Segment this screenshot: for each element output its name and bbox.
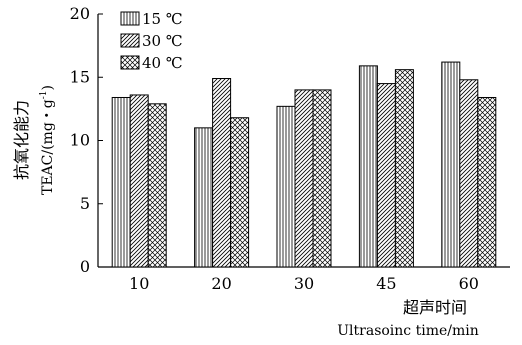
legend-swatch [120,33,140,48]
legend-label: 30 ℃ [142,32,183,50]
bar [394,69,414,268]
x-axis-label-chinese: 超声时间 [403,298,467,317]
legend-label: 40 ℃ [142,54,183,72]
bar [129,94,149,268]
y-tick-label: 15 [70,67,90,86]
bar [230,117,250,268]
y-tick-label: 10 [70,131,90,150]
bar [212,78,232,268]
x-ticks: 10 20 30 45 60 [129,274,479,293]
legend: 15 ℃ 30 ℃ 40 ℃ [120,10,183,72]
legend-label: 15 ℃ [142,10,183,28]
bars [111,61,497,268]
y-tick-label: 0 [80,257,90,276]
bar [276,105,296,268]
y-axis-label-english-suffix: ) [40,85,56,90]
bar [459,79,479,268]
bar [312,89,332,268]
y-ticks: 0 5 10 15 20 [70,4,103,276]
x-tick-label: 20 [211,274,231,293]
bar [477,96,497,268]
x-axis-label-english: Ultrasoinc time/min [337,323,479,339]
legend-swatch [120,55,140,70]
legend-swatch [120,11,140,26]
y-axis-label-chinese: 抗氧化能力 [12,100,31,180]
bar [358,65,378,268]
x-tick-label: 45 [376,274,396,293]
y-axis-label-english-text: TEAC/(mg・g [40,99,56,195]
bar [147,103,167,268]
x-tick-label: 10 [129,274,149,293]
x-tick-label: 30 [294,274,314,293]
bar [294,89,314,268]
x-tick-label: 60 [459,274,479,293]
bar [111,96,131,268]
bar [441,61,461,268]
y-tick-label: 5 [80,194,90,213]
bar [194,127,214,268]
y-tick-label: 20 [70,4,90,23]
y-axis-label-english: TEAC/(mg・g-1) [39,85,56,195]
y-axis-label-superscript: -1 [39,90,49,99]
bar [376,83,396,268]
